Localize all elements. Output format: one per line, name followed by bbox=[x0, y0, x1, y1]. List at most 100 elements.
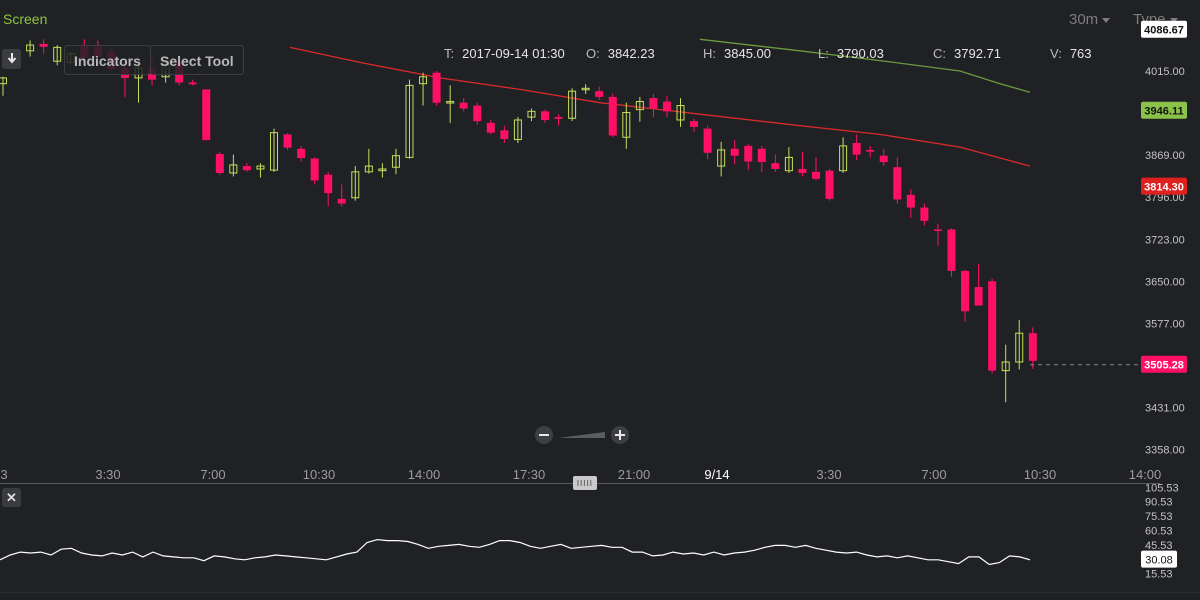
candle bbox=[744, 144, 753, 171]
y-tick-label: 3723.00 bbox=[1145, 234, 1185, 246]
price-label-text: 3946.11 bbox=[1144, 106, 1183, 118]
price-label-text: 3505.28 bbox=[1144, 360, 1184, 372]
indicators-button[interactable]: Indicators bbox=[64, 45, 151, 75]
ohlc-volume-key: V: bbox=[1050, 46, 1062, 61]
candle-body bbox=[866, 149, 875, 152]
collapse-button[interactable] bbox=[2, 49, 21, 69]
candle-body bbox=[419, 76, 428, 85]
candle-body bbox=[554, 117, 563, 119]
candle bbox=[933, 223, 942, 246]
candle-body bbox=[283, 134, 292, 148]
candle-body bbox=[1001, 361, 1010, 372]
oscillator-tick-label: 105.53 bbox=[1145, 482, 1179, 494]
oscillator-tick-label: 75.53 bbox=[1145, 511, 1173, 523]
candle bbox=[757, 145, 766, 172]
timeframe-dropdown[interactable]: 30m bbox=[1069, 11, 1111, 28]
moving-average-green bbox=[699, 38, 1031, 93]
price-label-bg bbox=[1141, 177, 1187, 195]
candle-body bbox=[717, 149, 726, 167]
candle-body bbox=[1028, 333, 1037, 361]
candle-body bbox=[812, 171, 820, 179]
ohlc-high: H: 3845.00 bbox=[703, 46, 771, 61]
ohlc-low: L: 3790.03 bbox=[818, 46, 884, 61]
candle-body bbox=[527, 110, 536, 118]
candle bbox=[256, 163, 265, 178]
candle-body bbox=[541, 111, 549, 120]
oscillator-tick-label: 45.53 bbox=[1145, 540, 1173, 552]
candle bbox=[26, 40, 35, 57]
minus-icon bbox=[539, 434, 549, 436]
candle bbox=[337, 184, 346, 207]
candle-body bbox=[798, 168, 807, 173]
candle bbox=[839, 137, 848, 173]
candle-body bbox=[432, 72, 441, 103]
candle bbox=[554, 114, 563, 126]
candle-body bbox=[229, 164, 238, 174]
ohlc-volume: V: 763 bbox=[1050, 46, 1092, 61]
candle bbox=[771, 154, 780, 172]
arrow-down-icon bbox=[7, 53, 16, 64]
candle bbox=[879, 148, 888, 167]
x-tick-label: 10:30 bbox=[303, 467, 336, 482]
candle-body bbox=[188, 82, 197, 85]
close-indicator-button[interactable]: ✕ bbox=[2, 488, 21, 507]
candle-body bbox=[947, 229, 956, 271]
candle bbox=[784, 147, 793, 173]
candle-body bbox=[473, 105, 482, 122]
pane-resize-handle[interactable] bbox=[573, 476, 597, 490]
select-tool-button[interactable]: Select Tool bbox=[150, 45, 244, 75]
candle-body bbox=[839, 145, 848, 172]
candle-body bbox=[879, 155, 888, 163]
candle-body bbox=[595, 91, 604, 97]
candle bbox=[920, 203, 929, 226]
candle bbox=[242, 163, 251, 172]
oscillator-tick-label: 60.53 bbox=[1145, 525, 1173, 537]
candle bbox=[229, 154, 238, 177]
x-tick-label: 3 bbox=[0, 467, 7, 482]
candle-body bbox=[256, 165, 265, 170]
ohlc-time-key: T: bbox=[444, 46, 455, 61]
candle bbox=[690, 118, 699, 132]
ohlc-time-value: 2017-09-14 01:30 bbox=[462, 46, 565, 61]
zoom-control[interactable] bbox=[535, 426, 629, 444]
chevron-down-icon bbox=[1102, 17, 1111, 23]
ohlc-low-key: L: bbox=[818, 46, 829, 61]
candle-body bbox=[757, 148, 766, 163]
candle bbox=[798, 151, 807, 177]
zoom-slider[interactable] bbox=[558, 432, 605, 438]
candle bbox=[310, 157, 319, 185]
candle bbox=[527, 108, 536, 122]
candle bbox=[324, 171, 333, 207]
ohlc-high-value: 3845.00 bbox=[724, 46, 771, 61]
candle-body bbox=[297, 148, 306, 159]
candle-body bbox=[202, 89, 211, 141]
ohlc-close-key: C: bbox=[933, 46, 946, 61]
x-tick-label: 14:00 bbox=[1129, 467, 1162, 482]
candle bbox=[500, 125, 509, 144]
candle bbox=[595, 86, 604, 100]
plus-icon bbox=[619, 430, 621, 440]
oscillator-tick-label: 15.53 bbox=[1145, 569, 1173, 581]
ohlc-open-value: 3842.23 bbox=[607, 46, 655, 61]
candle-body bbox=[933, 229, 942, 231]
candle-body bbox=[581, 87, 590, 91]
candle-body bbox=[39, 43, 48, 47]
oscillator-current-label: 30.08 bbox=[1145, 555, 1173, 567]
x-tick-label: 10:30 bbox=[1024, 467, 1057, 482]
candle bbox=[866, 145, 875, 158]
candle-body bbox=[459, 102, 468, 109]
candle-body bbox=[825, 170, 834, 199]
candle-body bbox=[364, 165, 373, 173]
x-tick-label: 21:00 bbox=[618, 467, 651, 482]
candle bbox=[283, 133, 292, 150]
y-tick-label: 3358.00 bbox=[1145, 445, 1185, 457]
oscillator-tick-label: 90.53 bbox=[1145, 497, 1173, 509]
candle-body bbox=[337, 198, 346, 204]
candle bbox=[581, 84, 590, 95]
timeframe-label: 30m bbox=[1069, 11, 1099, 28]
candle bbox=[1015, 319, 1024, 370]
ohlc-close: C: 3792.71 bbox=[933, 46, 1001, 61]
y-tick-label: 3431.00 bbox=[1145, 403, 1185, 415]
price-label-badge: 3946.11 bbox=[1141, 101, 1187, 119]
